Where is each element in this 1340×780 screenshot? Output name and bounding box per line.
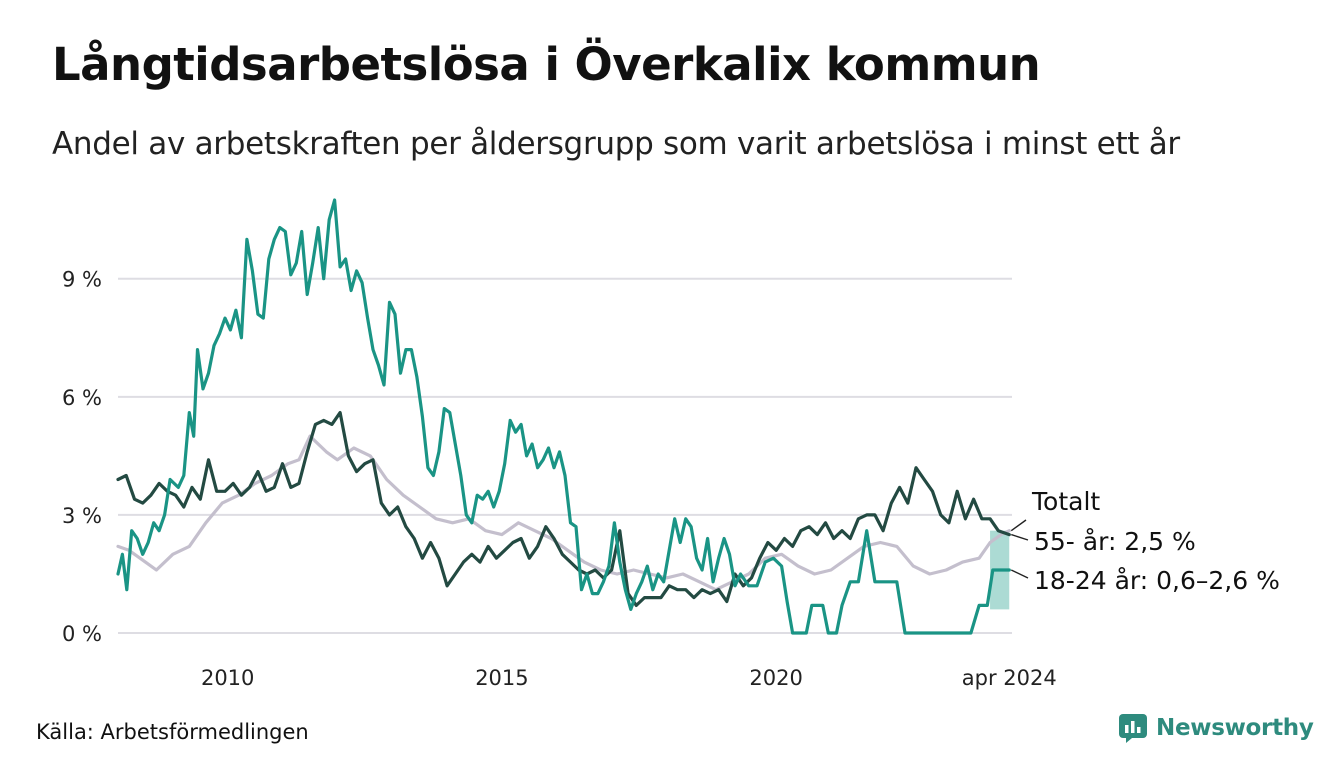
x-tick-label: 2010 bbox=[201, 666, 254, 690]
x-tick-label: 2015 bbox=[475, 666, 528, 690]
series-line-old bbox=[116, 411, 1011, 607]
leader-line-old bbox=[1011, 533, 1029, 541]
series-labels: Totalt 55- år: 2,5 % 18-24 år: 0,6–2,6 % bbox=[1010, 487, 1280, 595]
series-lines bbox=[116, 198, 1011, 635]
y-tick-label: 3 % bbox=[62, 504, 102, 528]
y-tick-label: 0 % bbox=[62, 622, 102, 646]
series-label-young: 18-24 år: 0,6–2,6 % bbox=[1034, 566, 1280, 595]
series-line-young bbox=[116, 198, 1011, 635]
series-line-total bbox=[116, 434, 1011, 592]
y-axis: 0 % 3 % 6 % 9 % bbox=[62, 268, 102, 646]
newsworthy-logo-icon bbox=[1119, 714, 1147, 743]
source-note: Källa: Arbetsförmedlingen bbox=[36, 720, 309, 744]
chart-subtitle: Andel av arbetskraften per åldersgrupp s… bbox=[52, 126, 1180, 162]
y-tick-label: 9 % bbox=[62, 268, 102, 292]
brand-name: Newsworthy bbox=[1156, 715, 1314, 741]
newsworthy-logo[interactable]: Newsworthy bbox=[1118, 712, 1314, 744]
leader-line-total bbox=[1010, 519, 1027, 532]
series-label-old: 55- år: 2,5 % bbox=[1034, 527, 1196, 556]
x-axis: 2010 2015 2020 apr 2024 bbox=[201, 666, 1057, 690]
x-tick-label: apr 2024 bbox=[962, 666, 1057, 690]
y-tick-label: 6 % bbox=[62, 386, 102, 410]
chart-title: Långtidsarbetslösa i Överkalix kommun bbox=[52, 38, 1041, 91]
gridlines bbox=[118, 277, 1012, 634]
series-label-total: Totalt bbox=[1031, 487, 1100, 516]
x-tick-label: 2020 bbox=[749, 666, 802, 690]
leader-line-young bbox=[1010, 569, 1029, 579]
